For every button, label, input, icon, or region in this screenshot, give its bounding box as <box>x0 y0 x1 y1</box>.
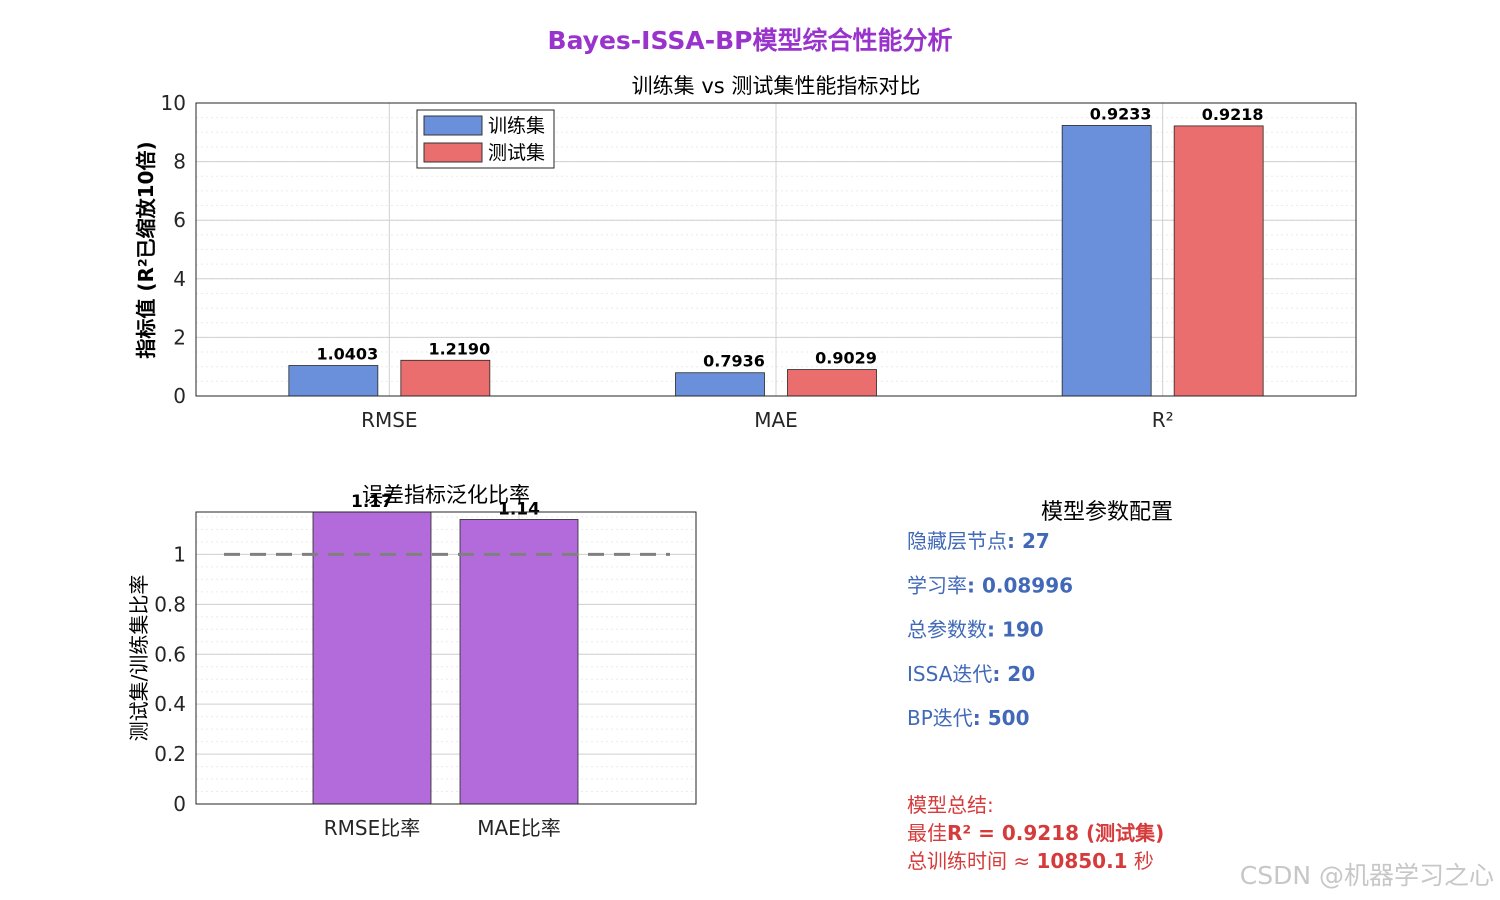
x-tick-label: RMSE <box>361 408 417 432</box>
chart2-tick-labels: 0 0.2 0.4 0.6 0.8 1 RMSE比率 MAE比率 <box>154 542 561 840</box>
legend-label-test: 测试集 <box>488 142 545 164</box>
param-label: 隐藏层节点 <box>907 529 1007 553</box>
summary-time-value: 10850.1 <box>1036 849 1127 873</box>
x-tick-label: MAE <box>754 408 798 432</box>
data-label: 0.7936 <box>703 352 765 371</box>
param-value: : 0.08996 <box>967 573 1073 597</box>
y-tick-label: 8 <box>173 150 186 174</box>
y-tick-label: 0 <box>173 384 186 408</box>
chart1-ylabel: 指标值 (R²已缩放10倍) <box>134 141 158 358</box>
summary-panel: 模型总结: 最佳R² = 0.9218 (测试集) 总训练时间 ≈ 10850.… <box>907 793 1164 873</box>
data-label: 0.9218 <box>1202 105 1264 124</box>
bar-ratio <box>312 511 432 805</box>
summary-time-unit: 秒 <box>1128 849 1154 873</box>
param-value: : 190 <box>987 618 1044 642</box>
param-value: : 20 <box>992 662 1035 686</box>
generalization-ratio-chart: 1.17 1.14 0 0.2 0.4 0.6 0.8 1 RMSE比率 MAE比率 误差指标泛… <box>127 483 697 840</box>
bar-train <box>675 372 765 397</box>
data-label: 0.9233 <box>1090 104 1152 123</box>
data-label: 1.17 <box>351 492 393 512</box>
legend-swatch-test <box>423 142 483 163</box>
y-tick-label: 0.4 <box>154 692 186 716</box>
param-value: : 500 <box>973 706 1030 730</box>
summary-heading: 模型总结: <box>907 793 994 817</box>
y-tick-label: 0.8 <box>154 592 186 616</box>
x-tick-label: MAE比率 <box>477 816 561 840</box>
y-tick-label: 1 <box>173 542 186 566</box>
y-tick-label: 0.2 <box>154 742 186 766</box>
summary-time-label: 总训练时间 ≈ <box>907 849 1036 873</box>
data-label: 1.2190 <box>428 339 490 358</box>
metrics-comparison-chart: 训练集 vs 测试集性能指标对比 指标值 (R²已缩放10倍) 1.0403 1.… <box>134 74 1357 432</box>
chart1-legend: 训练集 测试集 <box>416 109 555 169</box>
bar-train <box>288 365 379 397</box>
y-tick-label: 4 <box>173 267 186 291</box>
param-label: 总参数数 <box>907 618 987 642</box>
data-label: 1.14 <box>498 499 540 519</box>
chart1-title: 训练集 vs 测试集性能指标对比 <box>632 74 921 98</box>
legend-label-train: 训练集 <box>488 115 545 137</box>
param-label: ISSA迭代 <box>907 662 992 686</box>
y-tick-label: 6 <box>173 208 186 232</box>
chart1-axes-box <box>195 102 1357 397</box>
chart1-bars: 1.0403 1.2190 0.7936 0.9029 0.9233 0.9218 <box>288 104 1264 397</box>
chart2-gridlines <box>196 512 696 805</box>
data-label: 1.0403 <box>316 345 378 364</box>
param-item: ISSA迭代: 20 <box>907 662 1035 686</box>
x-tick-label: R² <box>1152 408 1174 432</box>
y-tick-label: 0 <box>173 792 186 816</box>
param-label: 学习率 <box>907 573 967 597</box>
summary-best-label: 最佳 <box>907 821 947 845</box>
bar-train <box>1061 125 1152 397</box>
x-tick-label: RMSE比率 <box>324 816 420 840</box>
data-label: 0.9029 <box>815 349 877 368</box>
chart2-bars: 1.17 1.14 <box>312 492 579 805</box>
param-item: 总参数数: 190 <box>907 618 1044 642</box>
summary-best: 最佳R² = 0.9218 (测试集) <box>907 821 1164 845</box>
param-item: 隐藏层节点: 27 <box>907 529 1050 553</box>
bar-test <box>787 369 877 397</box>
y-tick-label: 2 <box>173 325 186 349</box>
legend-swatch-train <box>423 115 483 136</box>
param-value: : 27 <box>1007 529 1050 553</box>
chart2-axes-box <box>195 511 697 805</box>
watermark: CSDN @机器学习之心 <box>1240 861 1494 890</box>
bar-test <box>400 359 491 397</box>
params-panel: 模型参数配置 隐藏层节点: 27 学习率: 0.08996 总参数数: 190 ISS… <box>907 500 1173 730</box>
summary-best-value: R² = 0.9218 (测试集) <box>947 821 1164 845</box>
params-title: 模型参数配置 <box>1041 500 1173 525</box>
params-list: 隐藏层节点: 27 学习率: 0.08996 总参数数: 190 ISSA迭代: 20… <box>907 529 1073 730</box>
param-label: BP迭代 <box>907 706 973 730</box>
chart2-ylabel: 测试集/训练集比率 <box>127 575 151 742</box>
y-tick-label: 10 <box>161 91 186 115</box>
figure-title: Bayes-ISSA-BP模型综合性能分析 <box>548 26 953 55</box>
bar-test <box>1173 125 1264 397</box>
bar-ratio <box>459 519 579 805</box>
summary-time: 总训练时间 ≈ 10850.1 秒 <box>907 849 1154 873</box>
chart2-title: 误差指标泛化比率 <box>362 483 530 507</box>
param-item: BP迭代: 500 <box>907 706 1030 730</box>
y-tick-label: 0.6 <box>154 642 186 666</box>
chart1-tick-labels: 0 2 4 6 8 10 RMSE MAE R² <box>161 91 1174 432</box>
param-item: 学习率: 0.08996 <box>907 573 1073 597</box>
